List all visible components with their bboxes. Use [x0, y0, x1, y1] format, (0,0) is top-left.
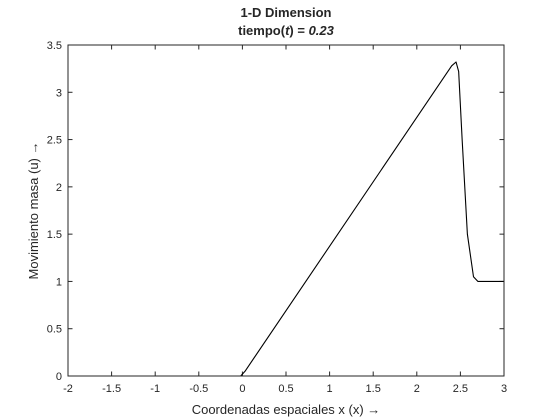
y-tick-label: 2 — [56, 182, 62, 194]
axes-box — [67, 44, 505, 377]
y-tick-label: 1 — [56, 276, 62, 288]
x-tick-label: 1.5 — [366, 383, 381, 395]
x-tick-label: 0.5 — [278, 383, 293, 395]
x-tick-label: 3 — [501, 383, 507, 395]
subtitle-mid: ) = — [289, 23, 308, 38]
tick-labels-layer: -2 -1.5 -1 -0.5 0 0.5 1 1.5 2 2.5 3 0 0.5 1 1.5 2 2.5 3 3.… — [47, 40, 507, 395]
x-tick-label: 1 — [327, 383, 333, 395]
x-tick-label: 2 — [414, 383, 420, 395]
subtitle-variable: t — [285, 23, 290, 38]
y-tick-label: 3.5 — [47, 40, 62, 52]
x-tick-label: 2.5 — [453, 383, 468, 395]
y-tick-label: 0.5 — [47, 324, 62, 336]
x-axis-label: Coordenadas espaciales x (x) → — [192, 402, 381, 417]
axes-background — [68, 45, 504, 376]
x-tick-label: -2 — [63, 383, 73, 395]
x-tick-label: -0.5 — [189, 383, 208, 395]
chart-subtitle: tiempo(t) = 0.23 — [238, 23, 335, 38]
series-line — [68, 61, 504, 377]
y-axis-label: Movimiento masa (u) → — [26, 142, 41, 280]
series-layer — [68, 61, 504, 377]
x-tick-label: -1.5 — [102, 383, 121, 395]
y-tick-label: 0 — [56, 371, 62, 383]
chart-title: 1-D Dimension — [240, 5, 331, 20]
subtitle-prefix: tiempo( — [238, 23, 286, 38]
subtitle-value: 0.23 — [309, 23, 335, 38]
x-tick-label: 0 — [239, 383, 245, 395]
y-tick-label: 2.5 — [47, 135, 62, 147]
y-tick-label: 3 — [56, 87, 62, 99]
x-tick-label: -1 — [150, 383, 160, 395]
y-tick-label: 1.5 — [47, 229, 62, 241]
